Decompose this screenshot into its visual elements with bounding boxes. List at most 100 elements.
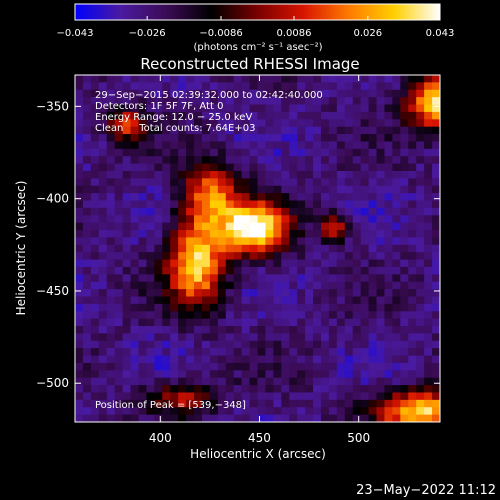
heatmap-cell xyxy=(154,119,163,128)
heatmap-cell xyxy=(201,296,211,305)
heatmap-cell xyxy=(281,303,290,312)
heatmap-cell xyxy=(106,414,116,423)
heatmap-cell xyxy=(233,178,243,187)
heatmap-cell xyxy=(313,252,322,260)
heatmap-cell xyxy=(75,414,84,423)
heatmap-cell xyxy=(146,244,155,253)
heatmap-cell xyxy=(392,399,401,408)
heatmap-cell xyxy=(82,156,92,164)
heatmap-cell xyxy=(122,230,131,238)
heatmap-cell xyxy=(281,266,290,275)
heatmap-cell xyxy=(114,407,123,416)
heatmap-cell xyxy=(265,148,274,157)
heatmap-cell xyxy=(408,156,417,164)
heatmap-cell xyxy=(273,193,282,201)
heatmap-cell xyxy=(392,156,401,164)
heatmap-cell xyxy=(225,82,235,91)
heatmap-cell xyxy=(217,178,227,187)
heatmap-cell xyxy=(273,185,282,194)
heatmap-cell xyxy=(98,385,108,393)
heatmap-cell xyxy=(90,296,100,305)
heatmap-cell xyxy=(90,392,100,401)
heatmap-cell xyxy=(186,178,195,187)
heatmap-cell xyxy=(352,170,362,179)
heatmap-cell xyxy=(432,385,441,393)
heatmap-cell xyxy=(225,348,235,356)
heatmap-cell xyxy=(194,303,203,312)
heatmap-cell xyxy=(344,348,354,356)
heatmap-cell xyxy=(281,392,290,401)
heatmap-cell xyxy=(194,141,203,150)
heatmap-cell xyxy=(186,126,195,135)
heatmap-cell xyxy=(225,362,235,371)
heatmap-cell xyxy=(154,200,163,209)
heatmap-cell xyxy=(217,296,227,305)
heatmap-cell xyxy=(106,104,116,113)
heatmap-cell xyxy=(249,333,258,342)
heatmap-cell xyxy=(162,185,171,194)
heatmap-cell xyxy=(249,104,258,113)
heatmap-cell xyxy=(289,252,298,260)
heatmap-cell xyxy=(209,89,219,98)
heatmap-cell xyxy=(257,148,266,157)
heatmap-cell xyxy=(368,148,377,157)
heatmap-cell xyxy=(305,377,314,386)
heatmap-cell xyxy=(424,193,433,201)
heatmap-cell xyxy=(154,97,163,105)
heatmap-cell xyxy=(138,89,147,98)
heatmap-cell xyxy=(336,200,346,209)
heatmap-cell xyxy=(225,259,235,268)
heatmap-cell xyxy=(305,407,314,416)
heatmap-cell xyxy=(313,104,322,113)
heatmap-cell xyxy=(154,340,163,349)
heatmap-cell xyxy=(194,104,203,113)
heatmap-cell xyxy=(241,311,250,320)
heatmap-cell xyxy=(114,392,123,401)
heatmap-cell xyxy=(98,82,108,91)
heatmap-cell xyxy=(106,111,116,120)
heatmap-cell xyxy=(178,370,187,379)
heatmap-cell xyxy=(201,111,211,120)
x-tick-label: 450 xyxy=(248,431,271,445)
heatmap-cell xyxy=(313,266,322,275)
heatmap-cell xyxy=(146,89,155,98)
heatmap-cell xyxy=(75,318,84,327)
heatmap-cell xyxy=(90,414,100,423)
heatmap-cell xyxy=(90,215,100,224)
heatmap-cell xyxy=(273,407,282,416)
heatmap-cell xyxy=(82,207,92,216)
heatmap-cell xyxy=(209,119,219,128)
heatmap-cell xyxy=(146,230,155,238)
heatmap-cell xyxy=(400,230,409,238)
heatmap-cell xyxy=(90,407,100,416)
heatmap-cell xyxy=(336,104,346,113)
heatmap-cell xyxy=(217,355,227,364)
heatmap-cell xyxy=(98,207,108,216)
heatmap-cell xyxy=(154,259,163,268)
heatmap-cell xyxy=(186,377,195,386)
heatmap-cell xyxy=(360,97,369,105)
heatmap-cell xyxy=(416,200,425,209)
heatmap-cell xyxy=(281,170,290,179)
heatmap-cell xyxy=(328,215,338,224)
heatmap-cell xyxy=(313,215,322,224)
heatmap-cell xyxy=(265,259,274,268)
heatmap-cell xyxy=(114,370,123,379)
heatmap-cell xyxy=(75,333,84,342)
heatmap-cell xyxy=(305,119,314,128)
heatmap-cell xyxy=(424,340,433,349)
heatmap-cell xyxy=(344,414,354,423)
heatmap-cell xyxy=(225,399,235,408)
heatmap-cell xyxy=(432,289,441,297)
heatmap-cell xyxy=(225,97,235,105)
heatmap-cell xyxy=(376,414,385,423)
heatmap-cell xyxy=(241,281,250,290)
heatmap-cell xyxy=(416,333,425,342)
heatmap-cell xyxy=(170,362,179,371)
heatmap-cell xyxy=(122,377,131,386)
heatmap-cell xyxy=(194,163,203,172)
heatmap-cell xyxy=(392,296,401,305)
heatmap-cell xyxy=(416,274,425,283)
heatmap-cell xyxy=(138,82,147,91)
